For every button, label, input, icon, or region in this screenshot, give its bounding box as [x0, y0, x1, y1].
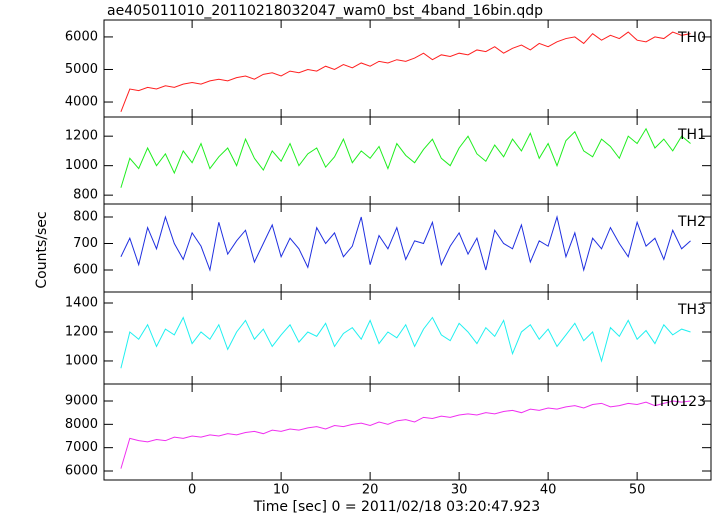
y-tick-label: 1400: [65, 296, 98, 311]
x-axis-label: Time [sec] 0 = 2011/02/18 03:20:47.923: [253, 499, 540, 515]
y-tick-label: 800: [73, 188, 98, 203]
panel-label: TH3: [677, 302, 706, 318]
y-tick-label: 5000: [65, 62, 98, 77]
panel-label: TH2: [677, 214, 706, 230]
panel-frame: [103, 383, 712, 481]
x-tick-label: 10: [273, 483, 290, 498]
y-tick-label: 1200: [65, 129, 98, 144]
panel-label: TH0: [677, 30, 706, 46]
x-tick-label: 20: [362, 483, 379, 498]
y-tick-label: 6000: [65, 29, 98, 44]
light-curve: [120, 127, 691, 188]
x-tick-label: 30: [451, 483, 468, 498]
y-tick-label: 1000: [65, 353, 98, 368]
y-tick-label: 7000: [65, 440, 98, 455]
y-tick-label: 600: [73, 263, 98, 278]
light-curve: [120, 316, 691, 369]
chart-title: ae405011010_20110218032047_wam0_bst_4ban…: [107, 3, 543, 19]
light-curve: [120, 31, 691, 112]
y-tick-label: 6000: [65, 463, 98, 478]
panel-frame: [103, 19, 712, 118]
y-tick-label: 800: [73, 209, 98, 224]
panel-frame: [103, 116, 712, 205]
panel-frame: [103, 291, 712, 385]
y-axis-label: Counts/sec: [34, 211, 50, 288]
panel-label: TH1: [677, 127, 706, 143]
y-tick-label: 700: [73, 236, 98, 251]
y-tick-label: 1000: [65, 158, 98, 173]
y-tick-label: 9000: [65, 394, 98, 409]
y-tick-label: 1200: [65, 324, 98, 339]
panel-frame: [103, 203, 712, 293]
x-tick-label: 50: [629, 483, 646, 498]
light-curve: [120, 215, 691, 272]
y-tick-label: 4000: [65, 95, 98, 110]
y-tick-label: 8000: [65, 417, 98, 432]
light-curve: [120, 400, 691, 469]
x-tick-label: 0: [188, 483, 196, 498]
x-tick-label: 40: [540, 483, 557, 498]
panel-label: TH0123: [650, 394, 706, 410]
